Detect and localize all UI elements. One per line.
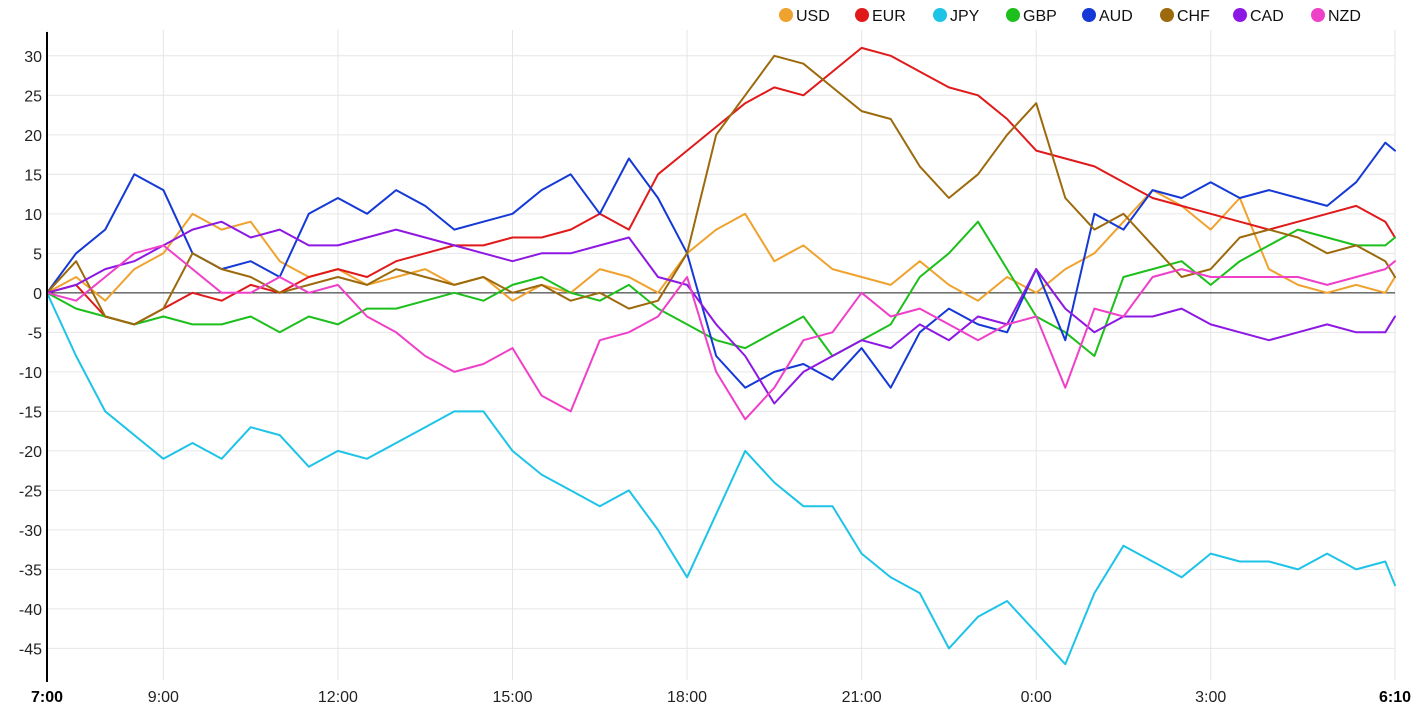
series-line-aud (46, 141, 1396, 389)
legend-item-eur[interactable]: EUR (855, 8, 906, 25)
series-line-cad (46, 220, 1396, 405)
x-tick-label: 12:00 (318, 689, 358, 706)
y-tick-label: 25 (24, 88, 42, 105)
y-tick-label: 15 (24, 167, 42, 184)
legend-label: EUR (872, 8, 906, 25)
y-tick-label: -20 (19, 444, 42, 461)
y-tick-label: -40 (19, 602, 42, 619)
series-line-eur (46, 46, 1396, 326)
x-axis-ticks: 7:00 9:00 12:00 15:00 18:00 21:00 0:00 3:00 6:10 (31, 689, 1411, 706)
x-tick-label: 7:00 (31, 689, 63, 706)
x-tick-label: 21:00 (842, 689, 882, 706)
legend-item-usd[interactable]: USD (779, 8, 830, 25)
legend-label: USD (796, 8, 830, 25)
legend-swatch (933, 8, 947, 22)
legend-swatch (779, 8, 793, 22)
legend-label: CHF (1177, 8, 1210, 25)
series-line-gbp (46, 220, 1396, 357)
y-tick-label: -45 (19, 641, 42, 658)
y-tick-label: -10 (19, 365, 42, 382)
series-line-nzd (46, 244, 1396, 421)
series-line-chf (46, 54, 1396, 326)
x-tick-label: 15:00 (492, 689, 532, 706)
y-tick-label: -15 (19, 404, 42, 421)
legend-item-nzd[interactable]: NZD (1311, 8, 1361, 25)
x-tick-label: 9:00 (148, 689, 179, 706)
y-tick-label: -25 (19, 483, 42, 500)
y-tick-label: 20 (24, 128, 42, 145)
grid-lines (46, 30, 1396, 680)
legend-item-cad[interactable]: CAD (1233, 8, 1284, 25)
x-tick-label: 0:00 (1021, 689, 1052, 706)
y-tick-label: -35 (19, 562, 42, 579)
y-tick-label: -30 (19, 523, 42, 540)
x-tick-label: 3:00 (1195, 689, 1226, 706)
y-axis-ticks: 30 25 20 15 10 5 0 -5 -10 -15 -20 -25 -30 -35 -40 -45 (19, 49, 42, 659)
legend-label: JPY (950, 8, 980, 25)
legend-swatch (1233, 8, 1247, 22)
y-tick-label: 30 (24, 49, 42, 66)
series-layer (46, 46, 1396, 666)
legend-item-gbp[interactable]: GBP (1006, 8, 1057, 25)
legend-label: AUD (1099, 8, 1133, 25)
legend-item-chf[interactable]: CHF (1160, 8, 1210, 25)
legend-swatch (1311, 8, 1325, 22)
legend-swatch (1082, 8, 1096, 22)
x-tick-label: 18:00 (667, 689, 707, 706)
legend-label: GBP (1023, 8, 1057, 25)
x-tick-label: 6:10 (1379, 689, 1411, 706)
y-tick-label: 0 (33, 286, 42, 303)
y-tick-label: 10 (24, 207, 42, 224)
legend-swatch (855, 8, 869, 22)
legend-label: CAD (1250, 8, 1284, 25)
legend-swatch (1160, 8, 1174, 22)
legend-item-aud[interactable]: AUD (1082, 8, 1133, 25)
y-tick-label: 5 (33, 246, 42, 263)
series-line-usd (46, 189, 1396, 302)
series-line-jpy (46, 291, 1396, 666)
legend-item-jpy[interactable]: JPY (933, 8, 980, 25)
legend-label: NZD (1328, 8, 1361, 25)
y-tick-label: -5 (28, 325, 42, 342)
legend: USD EUR JPY GBP AUD CHF CAD NZD (779, 8, 1361, 25)
legend-swatch (1006, 8, 1020, 22)
